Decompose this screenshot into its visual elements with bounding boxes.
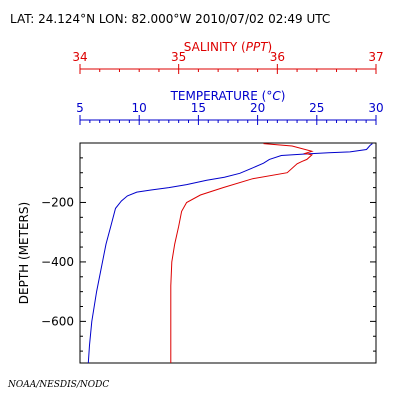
salinity-tick-label: 34 bbox=[72, 50, 87, 64]
location-header: LAT: 24.124°N LON: 82.000°W 2010/07/02 0… bbox=[10, 12, 330, 26]
salinity-tick-label: 37 bbox=[368, 50, 383, 64]
temperature-tick-label: 10 bbox=[132, 101, 147, 115]
depth-tick-label: −400 bbox=[41, 255, 74, 269]
salinity-tick-label: 35 bbox=[171, 50, 186, 64]
credit-label: NOAA/NESDIS/NODC bbox=[7, 380, 109, 390]
temperature-profile-line bbox=[87, 143, 373, 364]
salinity-profile-line bbox=[170, 143, 314, 363]
temperature-tick-label: 5 bbox=[76, 101, 84, 115]
temperature-tick-label: 25 bbox=[309, 101, 324, 115]
depth-tick-label: −200 bbox=[41, 195, 74, 209]
depth-tick-label: −600 bbox=[41, 314, 74, 328]
temperature-axis-title: TEMPERATURE (°C) bbox=[170, 89, 286, 103]
temperature-tick-label: 20 bbox=[250, 101, 265, 115]
temperature-axis: 5 10 15 20 25 30 bbox=[76, 101, 384, 125]
series-layer bbox=[87, 143, 373, 364]
salinity-axis: 34 35 36 37 bbox=[72, 50, 384, 74]
temperature-tick-label: 30 bbox=[368, 101, 383, 115]
temperature-tick-label: 15 bbox=[191, 101, 206, 115]
depth-axis: −200 −400 −600 bbox=[41, 157, 376, 352]
salinity-axis-title: SALINITY (PPT) bbox=[184, 40, 272, 54]
salinity-tick-label: 36 bbox=[270, 50, 285, 64]
depth-axis-title: DEPTH (METERS) bbox=[17, 202, 31, 304]
plot-frame bbox=[79, 142, 377, 364]
